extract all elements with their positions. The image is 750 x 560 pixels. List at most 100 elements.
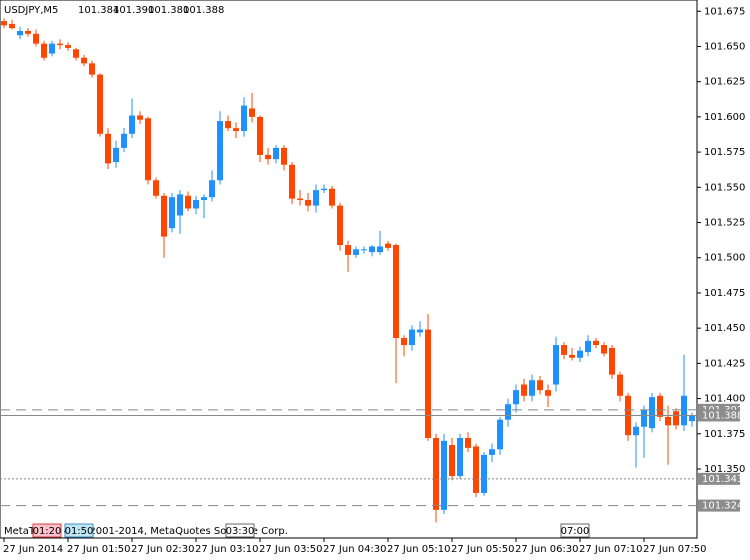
candle-body bbox=[97, 74, 103, 134]
header-value: 101.390 bbox=[113, 5, 154, 16]
x-tick-label: 27 Jun 03:50 bbox=[259, 544, 323, 555]
candle-body bbox=[41, 43, 47, 58]
y-tick-label: 101.475 bbox=[704, 288, 745, 299]
candle-body bbox=[257, 116, 263, 155]
candle-body bbox=[561, 345, 567, 355]
header-value: 101.384 bbox=[78, 5, 119, 16]
y-tick-label: 101.350 bbox=[704, 464, 745, 475]
x-tick-label: 27 Jun 01:50 bbox=[67, 544, 131, 555]
candle-body bbox=[529, 380, 535, 396]
candle-body bbox=[489, 449, 495, 455]
candle-body bbox=[401, 338, 407, 346]
candle-body bbox=[233, 128, 239, 131]
candle-body bbox=[249, 108, 255, 117]
x-tick-label: 27 Jun 04:30 bbox=[323, 544, 387, 555]
candle-body bbox=[129, 115, 135, 134]
marker-label: 01:50 bbox=[65, 526, 94, 537]
candle-body bbox=[673, 411, 679, 426]
candle-body bbox=[465, 438, 471, 448]
x-tick-label: 27 Jun 03:10 bbox=[195, 544, 259, 555]
candle-body bbox=[217, 121, 223, 181]
candle-body bbox=[377, 246, 383, 253]
candle-body bbox=[273, 147, 279, 160]
x-tick-label: 27 Jun 02:30 bbox=[131, 544, 195, 555]
candle-body bbox=[17, 30, 23, 36]
candle-body bbox=[57, 43, 63, 46]
copyright: MetaTrader 4, © 2001-2014, MetaQuotes So… bbox=[4, 526, 288, 537]
candle-body bbox=[585, 340, 591, 353]
candle-body bbox=[289, 164, 295, 199]
candle-body bbox=[337, 205, 343, 246]
y-tick-label: 101.500 bbox=[704, 253, 745, 264]
candle-body bbox=[321, 188, 327, 191]
marker-label: 07:00 bbox=[561, 526, 590, 537]
candle-body bbox=[473, 446, 479, 493]
candle-body bbox=[433, 438, 439, 510]
candle-body bbox=[113, 147, 119, 162]
y-tick-label: 101.375 bbox=[704, 429, 745, 440]
footer: MetaTrader 4, © 2001-2014, MetaQuotes So… bbox=[4, 523, 590, 538]
candle-body bbox=[65, 45, 71, 48]
candle-body bbox=[369, 246, 375, 253]
candle-body bbox=[641, 409, 647, 427]
marker-box bbox=[560, 523, 590, 538]
candle-body bbox=[225, 121, 231, 129]
candle-body bbox=[33, 33, 39, 44]
candle-body bbox=[281, 147, 287, 165]
level-tag bbox=[698, 472, 740, 485]
y-tick-label: 101.625 bbox=[704, 77, 745, 88]
candle-body bbox=[393, 245, 399, 339]
candle-body bbox=[353, 249, 359, 255]
candle-body bbox=[241, 105, 247, 131]
level-label: 101.388 bbox=[702, 410, 743, 421]
candle-body bbox=[569, 354, 575, 358]
candle-body bbox=[49, 43, 55, 54]
candle-body bbox=[153, 180, 159, 196]
candle-body bbox=[169, 197, 175, 229]
candle-body bbox=[521, 384, 527, 396]
x-tick-label: 27 Jun 05:50 bbox=[451, 544, 515, 555]
level-label: 101.343 bbox=[702, 474, 743, 485]
header-value: 101.388 bbox=[183, 5, 224, 16]
candle-body bbox=[497, 419, 503, 450]
candle-body bbox=[121, 133, 127, 148]
level-label: 101.324 bbox=[702, 501, 743, 512]
marker-box bbox=[225, 523, 255, 538]
y-tick-label: 101.575 bbox=[704, 147, 745, 158]
candle-body bbox=[137, 115, 143, 120]
symbol: USDJPY,M5 bbox=[4, 5, 58, 16]
candle-body bbox=[105, 133, 111, 164]
candle-body bbox=[201, 197, 207, 200]
candle-body bbox=[177, 194, 183, 216]
candle-body bbox=[449, 445, 455, 477]
candle-body bbox=[553, 345, 559, 385]
candle-body bbox=[1, 21, 7, 26]
x-tick-label: 27 Jun 05:10 bbox=[387, 544, 451, 555]
y-tick-label: 101.425 bbox=[704, 358, 745, 369]
y-tick-label: 101.550 bbox=[704, 182, 745, 193]
candle-body bbox=[265, 154, 271, 160]
level-tag bbox=[698, 499, 740, 512]
y-tick-label: 101.400 bbox=[704, 394, 745, 405]
y-tick-label: 101.450 bbox=[704, 323, 745, 334]
candle-body bbox=[329, 188, 335, 206]
candle-body bbox=[81, 57, 87, 64]
candle-body bbox=[457, 438, 463, 477]
candle-body bbox=[9, 23, 15, 29]
x-tick-label: 27 Jun 07:10 bbox=[579, 544, 643, 555]
candle-body bbox=[25, 30, 31, 34]
candle-body bbox=[665, 416, 671, 426]
candle-body bbox=[193, 199, 199, 209]
x-tick-label: 27 Jun 07:50 bbox=[643, 544, 707, 555]
candle-body bbox=[633, 426, 639, 436]
candle-body bbox=[361, 249, 367, 251]
y-tick-label: 101.675 bbox=[704, 6, 745, 17]
level-tag bbox=[698, 409, 740, 422]
y-tick-label: 101.600 bbox=[704, 112, 745, 123]
candle-body bbox=[481, 454, 487, 493]
y-tick-label: 101.650 bbox=[704, 41, 745, 52]
x-tick-label: 27 Jun 06:30 bbox=[515, 544, 579, 555]
candle-body bbox=[161, 195, 167, 237]
